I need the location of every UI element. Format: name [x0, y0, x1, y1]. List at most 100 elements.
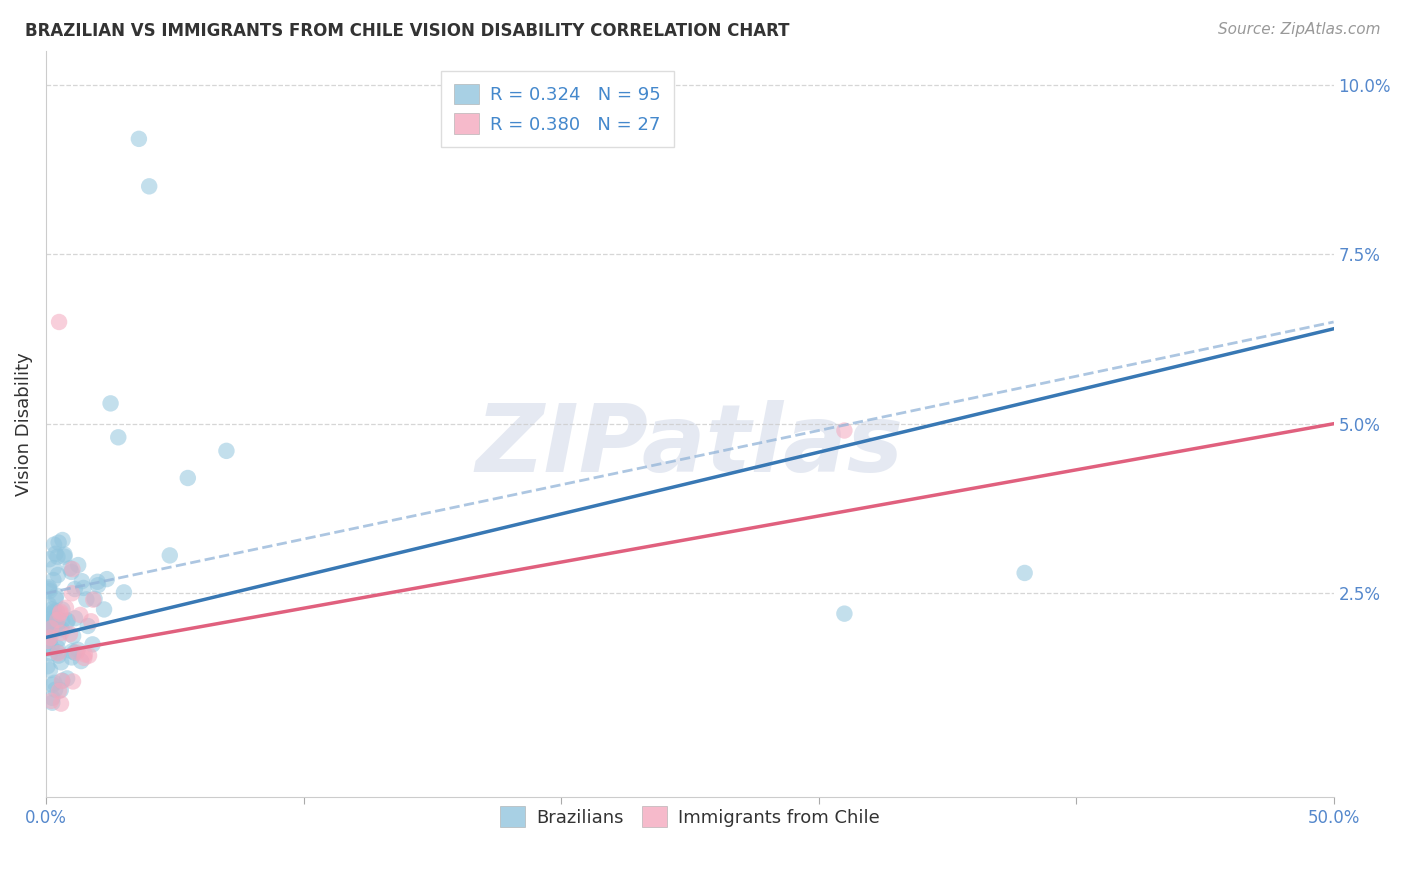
- Point: [46, 645, 69, 659]
- Point: [51, 614, 73, 628]
- Point: [42, 538, 65, 552]
- Point: [46, 640, 69, 655]
- Point: [51, 602, 73, 616]
- Point: [59, 627, 82, 641]
- Point: [37, 627, 59, 641]
- Point: [56, 613, 79, 627]
- Point: [41, 602, 63, 616]
- Point: [37, 622, 59, 636]
- Point: [42, 678, 65, 692]
- Point: [1014, 566, 1036, 580]
- Point: [37, 659, 59, 673]
- Point: [38, 552, 60, 566]
- Point: [59, 561, 82, 575]
- Point: [53, 548, 76, 562]
- Point: [51, 673, 73, 688]
- Point: [48, 535, 70, 549]
- Point: [107, 430, 129, 444]
- Point: [38, 633, 60, 648]
- Point: [48, 315, 70, 329]
- Point: [70, 574, 93, 589]
- Point: [41, 696, 63, 710]
- Point: [51, 533, 73, 547]
- Point: [42, 561, 65, 575]
- Point: [66, 646, 89, 660]
- Point: [38, 584, 60, 599]
- Point: [44, 547, 66, 561]
- Point: [177, 471, 200, 485]
- Point: [38, 616, 60, 631]
- Point: [44, 676, 66, 690]
- Point: [215, 443, 238, 458]
- Point: [37, 634, 59, 648]
- Point: [42, 573, 65, 587]
- Point: [66, 642, 89, 657]
- Point: [55, 600, 77, 615]
- Point: [49, 607, 72, 621]
- Point: [39, 631, 62, 645]
- Point: [45, 605, 67, 619]
- Point: [60, 565, 83, 579]
- Point: [41, 617, 63, 632]
- Point: [73, 648, 96, 662]
- Point: [76, 619, 98, 633]
- Point: [159, 549, 181, 563]
- Point: [83, 591, 105, 606]
- Point: [48, 648, 70, 663]
- Point: [53, 549, 76, 564]
- Point: [46, 632, 69, 647]
- Point: [39, 663, 62, 677]
- Text: ZIPatlas: ZIPatlas: [475, 401, 904, 492]
- Point: [834, 607, 856, 621]
- Point: [60, 644, 83, 658]
- Point: [46, 646, 69, 660]
- Point: [62, 562, 84, 576]
- Point: [37, 641, 59, 656]
- Point: [39, 621, 62, 635]
- Point: [41, 690, 63, 705]
- Point: [48, 684, 70, 698]
- Point: [39, 647, 62, 661]
- Point: [60, 650, 83, 665]
- Point: [49, 605, 72, 619]
- Point: [62, 629, 84, 643]
- Point: [112, 585, 135, 599]
- Point: [42, 612, 65, 626]
- Point: [51, 622, 73, 636]
- Point: [42, 617, 65, 632]
- Point: [51, 673, 73, 688]
- Point: [63, 611, 86, 625]
- Point: [39, 694, 62, 708]
- Point: [82, 592, 104, 607]
- Point: [37, 612, 59, 626]
- Point: [138, 179, 160, 194]
- Point: [46, 549, 69, 564]
- Point: [80, 615, 103, 629]
- Point: [44, 604, 66, 618]
- Point: [87, 578, 110, 592]
- Point: [69, 607, 91, 622]
- Point: [73, 651, 96, 665]
- Point: [46, 568, 69, 582]
- Point: [128, 132, 150, 146]
- Point: [44, 623, 66, 637]
- Point: [75, 592, 97, 607]
- Point: [70, 654, 93, 668]
- Point: [100, 396, 122, 410]
- Point: [86, 574, 108, 589]
- Point: [62, 674, 84, 689]
- Point: [49, 655, 72, 669]
- Point: [93, 602, 115, 616]
- Point: [38, 582, 60, 596]
- Point: [46, 613, 69, 627]
- Point: [56, 615, 79, 629]
- Point: [38, 598, 60, 612]
- Point: [44, 682, 66, 697]
- Legend: Brazilians, Immigrants from Chile: Brazilians, Immigrants from Chile: [491, 797, 889, 837]
- Point: [60, 586, 83, 600]
- Point: [96, 572, 118, 586]
- Point: [49, 697, 72, 711]
- Point: [82, 637, 104, 651]
- Point: [37, 616, 59, 631]
- Point: [37, 630, 59, 644]
